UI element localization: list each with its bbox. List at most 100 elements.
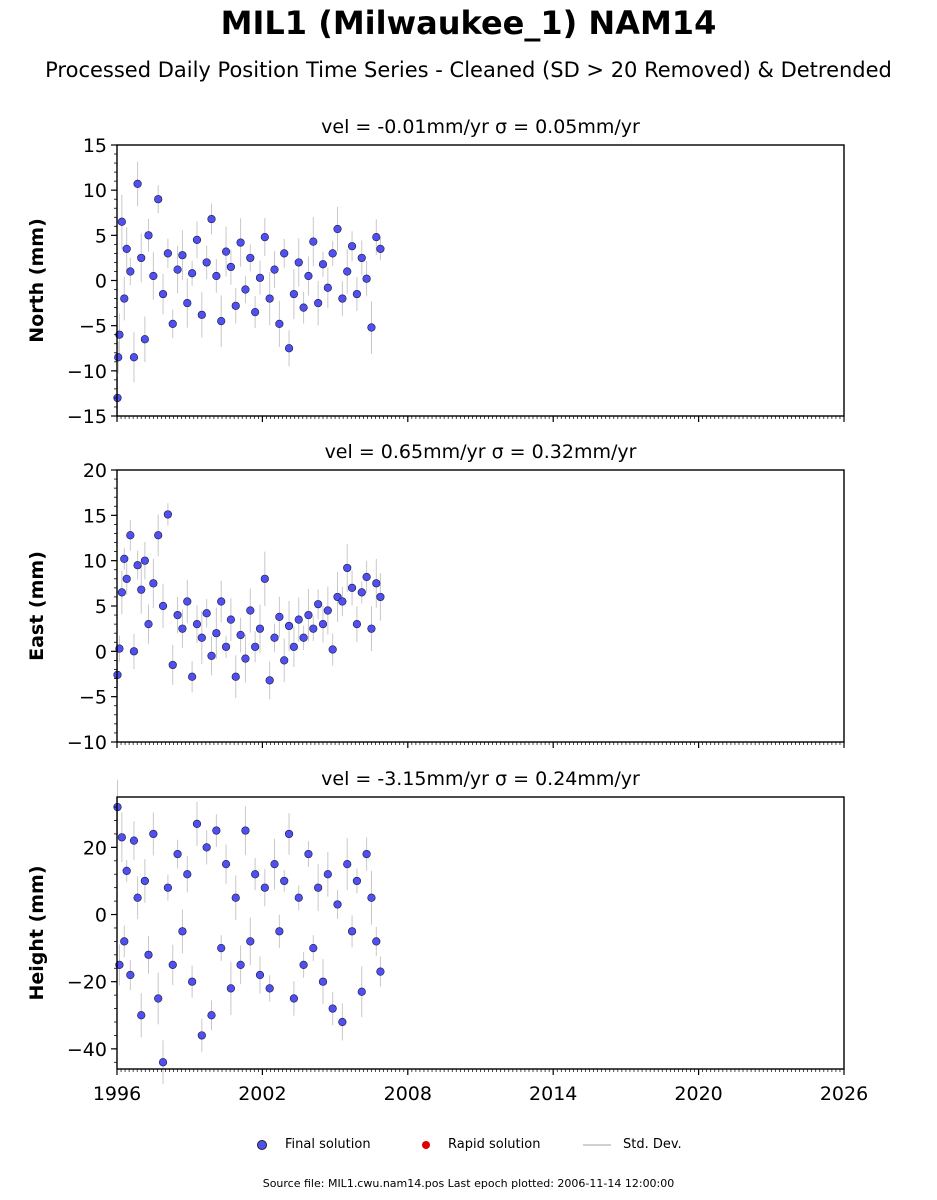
y-tick-label: 5: [95, 225, 107, 247]
data-point: [217, 944, 226, 953]
data-point: [126, 970, 135, 980]
data-point: [192, 235, 202, 244]
legend: Final solution Rapid solution Std. Dev.: [250, 1137, 710, 1157]
x-tick-label: 1996: [93, 1083, 141, 1105]
data-point: [202, 609, 211, 618]
data-point: [126, 267, 135, 276]
data-point: [314, 298, 323, 308]
y-tick-label: −5: [79, 316, 107, 338]
data-point: [154, 195, 163, 204]
data-point: [117, 217, 126, 226]
data-point: [217, 317, 226, 326]
y-tick-label: −5: [79, 687, 107, 709]
data-point: [314, 600, 323, 609]
data-point: [255, 273, 265, 282]
data-point: [318, 977, 328, 986]
axes-frame: [116, 469, 845, 743]
data-point: [304, 610, 313, 620]
data-point: [367, 893, 376, 902]
y-tick-label: −20: [67, 972, 107, 994]
data-point: [376, 967, 385, 976]
data-point: [347, 242, 357, 251]
data-point: [207, 214, 216, 224]
data-point: [347, 583, 357, 592]
axes-frame: [116, 796, 845, 1070]
y-tick-label: 5: [95, 596, 107, 618]
data-point: [197, 633, 206, 642]
data-point: [202, 843, 211, 852]
data-point: [328, 1004, 337, 1013]
y-tick-label: 0: [95, 641, 107, 663]
data-point: [328, 645, 337, 654]
data-point: [343, 860, 352, 869]
data-point: [314, 883, 323, 892]
data-point: [129, 353, 139, 362]
data-point: [323, 606, 332, 615]
data-point: [192, 819, 202, 828]
data-point: [294, 258, 303, 267]
data-point: [188, 269, 197, 278]
data-point: [133, 893, 142, 902]
page-subtitle: Processed Daily Position Time Series - C…: [45, 58, 892, 82]
data-point: [347, 927, 357, 936]
data-point: [299, 633, 308, 642]
data-point: [140, 335, 149, 344]
data-point: [289, 642, 299, 651]
y-tick-label: −40: [67, 1039, 107, 1061]
legend-label-final: Final solution: [285, 1137, 371, 1152]
data-point: [357, 588, 366, 597]
data-point: [275, 612, 284, 621]
y-tick-label: 15: [83, 505, 107, 527]
data-point: [158, 289, 168, 299]
data-point: [129, 647, 139, 656]
data-point: [376, 244, 385, 253]
legend-label-std: Std. Dev.: [623, 1137, 682, 1152]
data-point: [168, 319, 177, 328]
data-point: [168, 660, 177, 670]
data-point: [231, 893, 240, 902]
data-point: [284, 829, 294, 839]
data-point: [137, 585, 146, 594]
data-point: [357, 987, 366, 996]
data-point: [309, 624, 318, 633]
data-point: [260, 233, 269, 242]
legend-item-final: Final solution: [257, 1137, 371, 1152]
y-tick-label: 10: [83, 551, 107, 573]
data-point: [114, 353, 123, 362]
y-tick-label: 0: [95, 271, 107, 293]
data-point: [265, 984, 274, 993]
data-point: [197, 310, 206, 319]
data-point: [173, 265, 182, 274]
data-point: [117, 833, 126, 842]
data-point: [275, 319, 284, 328]
data-point: [117, 588, 126, 597]
data-point: [318, 260, 328, 269]
data-point: [333, 900, 342, 909]
data-point: [357, 253, 366, 263]
data-point: [212, 629, 221, 638]
data-point: [120, 937, 129, 946]
data-point: [280, 249, 289, 258]
time-series-plots: vel = -0.01mm/yr σ = 0.05mm/yr North (mm)…: [26, 116, 868, 1105]
data-point: [367, 323, 376, 332]
data-point: [323, 283, 332, 292]
data-point: [372, 579, 381, 588]
data-point: [270, 633, 279, 642]
data-point: [343, 563, 352, 573]
data-point: [212, 826, 221, 835]
data-point: [183, 870, 192, 879]
data-point: [294, 615, 303, 624]
data-point: [304, 849, 313, 859]
data-point: [255, 624, 265, 633]
data-point: [144, 231, 153, 240]
data-point: [212, 271, 221, 281]
data-point: [158, 1058, 168, 1067]
data-point: [338, 597, 347, 606]
data-point: [163, 249, 172, 258]
data-point: [133, 561, 142, 570]
data-point: [323, 870, 332, 879]
data-point: [120, 294, 129, 303]
panel-title: vel = -3.15mm/yr σ = 0.24mm/yr: [321, 768, 640, 790]
data-point: [226, 262, 235, 272]
data-point: [226, 984, 235, 993]
